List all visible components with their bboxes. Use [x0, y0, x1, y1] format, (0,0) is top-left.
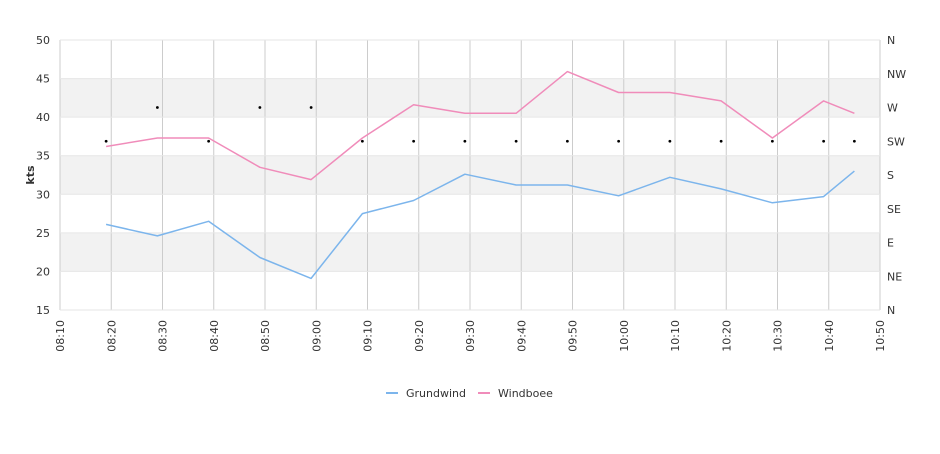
direction-marker: [822, 139, 826, 143]
series-line-grundwind: [105, 170, 855, 280]
direction-tick-label: NW: [887, 68, 906, 81]
x-tick-label: 09:10: [362, 320, 375, 352]
horizontal-gridlines: [60, 39, 880, 311]
y-axis-label: kts: [24, 165, 37, 185]
direction-marker: [309, 106, 313, 109]
legend: Grundwind Windboee: [386, 387, 553, 400]
y-tick-label: 30: [36, 188, 50, 201]
direction-markers: [104, 106, 856, 143]
series-lines: [105, 70, 855, 280]
x-tick-label: 09:00: [310, 320, 323, 352]
direction-marker: [258, 106, 262, 109]
x-tick-label: 10:30: [772, 320, 785, 352]
direction-tick-label: S: [887, 169, 894, 182]
direction-marker: [360, 139, 364, 143]
x-tick-label: 10:20: [720, 320, 733, 352]
x-axis-ticks: 08:10 08:20 08:30 08:40 08:50 09:00 09:10 09:20…: [54, 320, 887, 352]
direction-marker: [104, 139, 108, 143]
x-tick-label: 10:40: [823, 320, 836, 352]
direction-tick-label: SW: [887, 135, 905, 148]
series-line-windboee: [105, 70, 855, 181]
y-tick-label: 25: [36, 227, 50, 240]
y-tick-label: 50: [36, 34, 50, 47]
x-tick-label: 10:10: [669, 320, 682, 352]
direction-marker: [617, 139, 621, 143]
direction-tick-label: N: [887, 304, 895, 317]
legend-label-windboee: Windboee: [498, 387, 553, 400]
direction-marker: [565, 139, 569, 143]
x-tick-label: 09:30: [464, 320, 477, 352]
direction-marker: [514, 139, 518, 143]
x-tick-label: 08:40: [208, 320, 221, 352]
legend-label-grundwind: Grundwind: [406, 387, 466, 400]
x-tick-label: 08:20: [105, 320, 118, 352]
direction-marker: [412, 139, 416, 143]
x-tick-label: 10:50: [874, 320, 887, 352]
x-tick-label: 09:50: [567, 320, 580, 352]
x-tick-label: 08:50: [259, 320, 272, 352]
direction-marker: [463, 139, 467, 143]
direction-axis-ticks: N NE E SE S SW W NW N: [887, 34, 906, 317]
y-tick-label: 35: [36, 150, 50, 163]
direction-marker: [207, 139, 211, 143]
direction-marker: [155, 106, 159, 109]
x-tick-label: 09:20: [413, 320, 426, 352]
direction-marker: [668, 139, 672, 143]
direction-tick-label: N: [887, 34, 895, 47]
x-tick-label: 10:00: [618, 320, 631, 352]
x-tick-label: 09:40: [515, 320, 528, 352]
direction-marker: [770, 139, 774, 143]
direction-tick-label: NE: [887, 270, 902, 283]
y-tick-label: 45: [36, 73, 50, 86]
direction-tick-label: W: [887, 102, 898, 115]
x-tick-label: 08:30: [157, 320, 170, 352]
y-axis-ticks: 15 20 25 30 35 40 45 50: [36, 34, 50, 317]
direction-marker: [852, 139, 856, 143]
direction-tick-label: E: [887, 237, 894, 250]
y-tick-label: 15: [36, 304, 50, 317]
x-tick-label: 08:10: [54, 320, 67, 352]
y-tick-label: 20: [36, 265, 50, 278]
direction-tick-label: SE: [887, 203, 901, 216]
direction-marker: [719, 139, 723, 143]
y-tick-label: 40: [36, 111, 50, 124]
